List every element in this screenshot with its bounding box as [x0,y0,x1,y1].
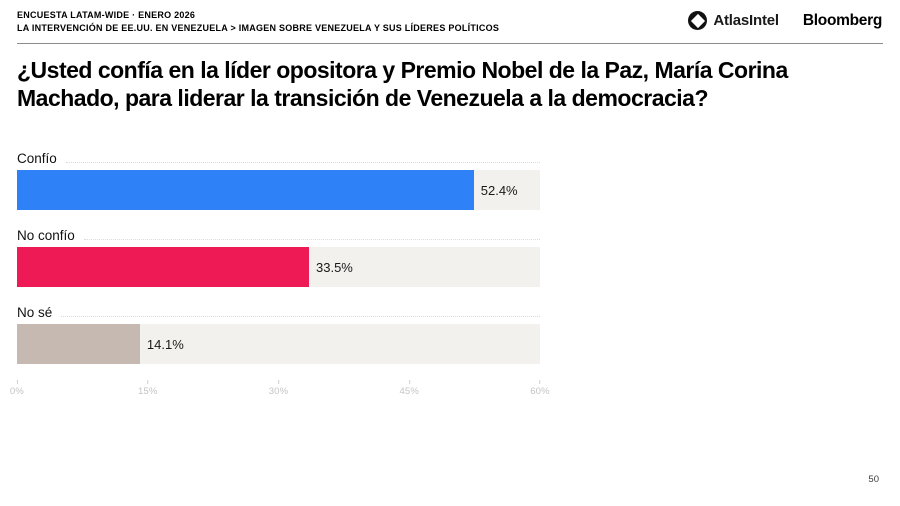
tick-mark [539,380,541,384]
bar-category-label: No sé [17,305,53,320]
tick-mark [408,380,410,384]
x-axis-tick: 60% [530,380,550,397]
bar-label-row: Confío [17,149,540,166]
bar-category-label: Confío [17,151,57,166]
logo-group: AtlasIntel Bloomberg [688,11,882,30]
page-number: 50 [868,474,879,485]
bar-track: 52.4% [17,170,540,210]
header-divider [17,43,883,44]
x-axis-tick: 0% [10,380,24,397]
dotted-leader-line [65,162,540,163]
bar-fill-no-se [17,324,140,364]
atlasintel-logo-icon [688,11,708,30]
x-axis: 0% 15% 30% 45% 60% [10,380,550,402]
dotted-leader-line [61,316,540,317]
header-kicker: ENCUESTA LATAM-WIDE · ENERO 2026 LA INTE… [17,9,499,34]
x-axis-tick: 15% [138,380,158,397]
bar-group-no-se: No sé 14.1% [17,303,540,364]
tick-mark [278,380,279,384]
bar-group-no-confio: No confío 33.5% [17,226,540,287]
x-axis-tick-label: 45% [399,386,420,397]
bar-value-label: 33.5% [316,259,353,275]
kicker-line-2: LA INTERVENCIÓN DE EE.UU. EN VENEZUELA >… [17,22,500,33]
kicker-line-1: ENCUESTA LATAM-WIDE · ENERO 2026 [17,10,196,20]
bar-group-confio: Confío 52.4% [17,149,540,210]
bloomberg-logo-text: Bloomberg [802,11,882,29]
dotted-leader-line [83,239,540,240]
x-axis-tick-label: 0% [9,386,25,397]
x-axis-tick-label: 30% [268,386,289,397]
x-axis-tick-label: 15% [137,386,158,397]
tick-mark [147,380,149,384]
bar-label-row: No confío [17,226,540,243]
bar-fill-confio [17,170,474,210]
bar-value-label: 52.4% [480,182,518,198]
bar-fill-no-confio [17,247,309,287]
bar-value-label: 14.1% [146,336,184,352]
page-title: ¿Usted confía en la líder opositora y Pr… [17,57,788,111]
x-axis-tick: 30% [269,380,289,397]
bar-chart: Confío 52.4% No confío 33.5% No sé [10,149,550,402]
bar-label-row: No sé [17,303,540,320]
atlasintel-logo: AtlasIntel [688,11,779,30]
bar-track: 14.1% [17,324,540,364]
x-axis-tick: 45% [399,380,419,397]
bar-category-label: No confío [17,228,75,243]
bar-track: 33.5% [17,247,540,287]
atlasintel-logo-text: AtlasIntel [713,12,779,29]
x-axis-tick-label: 60% [530,386,550,397]
tick-mark [16,380,18,384]
